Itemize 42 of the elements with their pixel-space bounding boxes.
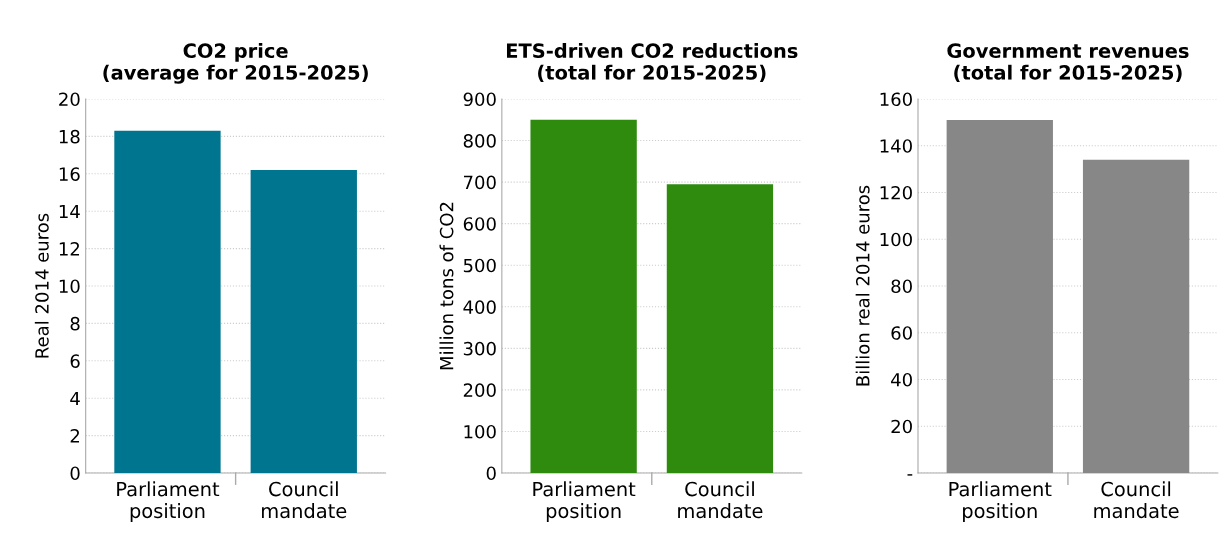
- x-tick-label: Parliament position: [533, 481, 636, 522]
- y-tick-label: 12: [59, 242, 80, 256]
- chart-title: Government revenues (total for 2015-2025): [947, 43, 1189, 83]
- y-axis-title: Million tons of CO2: [439, 202, 454, 370]
- y-tick-label: 120: [880, 185, 912, 200]
- y-tick-label: 60: [891, 326, 912, 340]
- y-axis-title: Billion real 2014 euros: [855, 185, 870, 386]
- x-tick-label: Council mandate: [1094, 481, 1179, 519]
- y-tick-label: 300: [463, 341, 496, 356]
- y-tick-label: 100: [880, 232, 912, 247]
- chart-title: ETS-driven CO2 reductions (total for 2015-2025): [506, 43, 798, 83]
- y-tick-label: 100: [464, 424, 496, 439]
- y-tick-label: 200: [463, 383, 496, 398]
- y-tick-label: -: [907, 474, 913, 476]
- y-tick-label: 4: [70, 391, 80, 406]
- y-axis-title: Real 2014 euros: [34, 213, 49, 358]
- y-tick-label: 800: [463, 134, 496, 148]
- y-tick-label: 10: [59, 279, 80, 294]
- y-tick-label: 8: [70, 316, 80, 331]
- x-tick-label: Parliament position: [117, 481, 220, 522]
- y-tick-label: 14: [59, 204, 80, 219]
- x-tick-label: Council mandate: [262, 481, 347, 519]
- y-tick-label: 20: [59, 92, 80, 107]
- y-tick-label: 400: [463, 300, 496, 314]
- y-tick-label: 20: [891, 419, 912, 434]
- chart-title: CO2 price (average for 2015-2025): [103, 43, 368, 84]
- y-tick-label: 0: [70, 466, 80, 481]
- y-tick-label: 0: [486, 466, 496, 481]
- y-tick-label: 6: [70, 354, 80, 368]
- x-tick-label: Parliament position: [949, 481, 1052, 522]
- y-tick-label: 700: [464, 175, 496, 190]
- y-tick-label: 80: [891, 279, 912, 294]
- y-tick-label: 2: [70, 429, 80, 443]
- y-tick-label: 160: [880, 92, 912, 107]
- y-tick-label: 900: [463, 92, 496, 107]
- y-tick-label: 18: [59, 129, 80, 144]
- y-tick-label: 16: [59, 167, 80, 181]
- y-tick-label: 600: [463, 217, 496, 231]
- x-tick-label: Council mandate: [678, 481, 763, 519]
- y-tick-label: 40: [891, 372, 912, 387]
- y-tick-label: 140: [880, 139, 912, 153]
- y-tick-label: 500: [463, 258, 496, 273]
